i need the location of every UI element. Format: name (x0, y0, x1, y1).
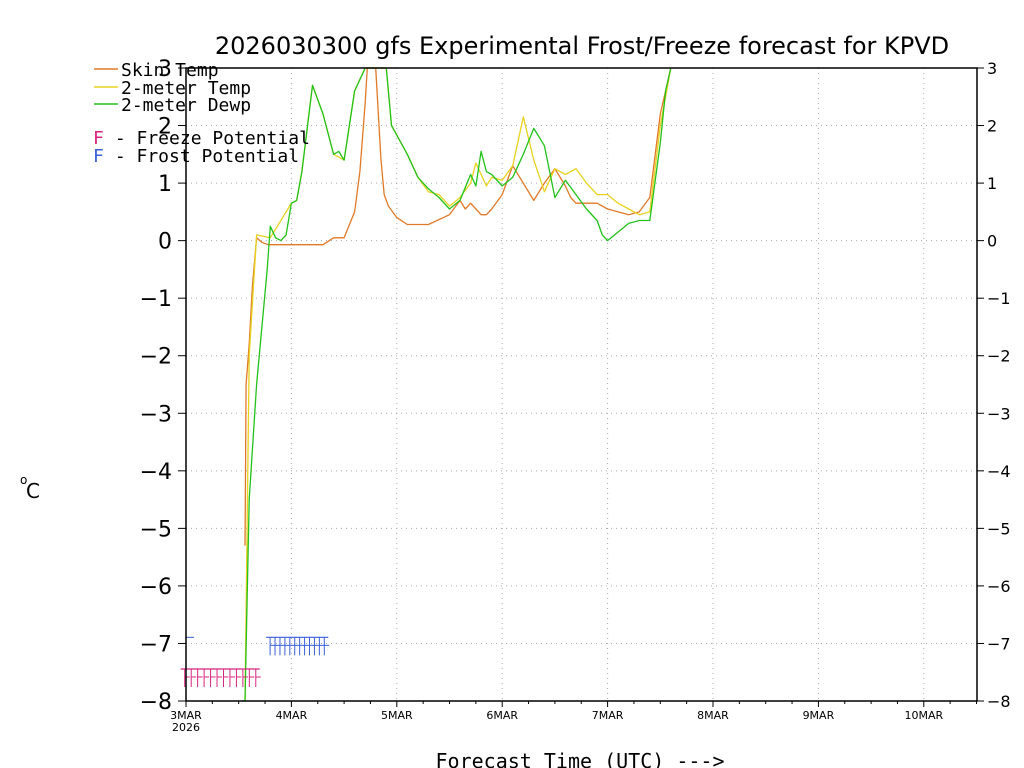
y-label-degree: o (20, 473, 27, 487)
x-tick-label: 6MAR (486, 709, 518, 722)
legend-temp-label: 2-meter Temp (121, 78, 251, 99)
y-tick-label-left: −7 (140, 632, 172, 657)
y-tick-label-right: 3 (987, 59, 997, 78)
y-tick-label-right: −5 (987, 519, 1011, 538)
y-tick-label-right: −4 (987, 462, 1011, 481)
y-tick-label-left: −2 (140, 345, 172, 370)
series-lines (241, 67, 672, 702)
y-tick-label-left: −6 (140, 575, 172, 600)
legend-skin-label: Skin Temp (121, 60, 219, 81)
y-tick-label-left: 1 (158, 172, 172, 197)
series-line-temp (244, 67, 672, 702)
y-tick-label-left: 3 (158, 57, 172, 82)
x-label: Forecast Time (UTC) ---> (436, 749, 725, 768)
y-tick-label-right: 1 (987, 174, 997, 193)
y-tick-label-left: −4 (140, 460, 172, 485)
x-tick-label: 9MAR (803, 709, 835, 722)
y-tick-label-right: 0 (987, 232, 997, 251)
frost-markers (185, 636, 330, 656)
x-tick-label: 7MAR (592, 709, 624, 722)
x-tick-label: 8MAR (697, 709, 729, 722)
series-line-dewp (241, 67, 672, 702)
y-tick-label-right: −7 (987, 634, 1011, 653)
legend-freeze-label: - Freeze Potential (104, 128, 310, 149)
y-tick-label-left: 0 (158, 230, 172, 255)
y-tick-label-right: 2 (987, 117, 997, 136)
y-label: C (26, 479, 40, 503)
y-tick-label-left: 2 (158, 115, 172, 140)
x-tick-label: 4MAR (276, 709, 308, 722)
y-tick-label-left: −8 (140, 690, 172, 715)
grid (186, 68, 977, 701)
y-tick-label-right: −2 (987, 347, 1011, 366)
y-tick-label-left: −3 (140, 402, 172, 427)
y-tick-label-right: −6 (987, 577, 1011, 596)
x-tick-label: 5MAR (381, 709, 413, 722)
y-tick-label-right: −1 (987, 289, 1011, 308)
y-axis-left: −8 −7 −6 −5 −4 −3 −2 −1 0 1 2 3 (140, 57, 186, 715)
legend-freeze-marker: F (93, 128, 104, 149)
freeze-markers (180, 668, 261, 687)
chart-title: 2026030300 gfs Experimental Frost/Freeze… (215, 32, 949, 60)
x-tick-label: 3MAR (170, 709, 202, 722)
y-tick-label-left: −1 (140, 287, 172, 312)
y-tick-label-right: −8 (987, 692, 1011, 711)
x-year-label: 2026 (172, 721, 200, 734)
y-tick-label-right: −3 (987, 404, 1011, 423)
y-axis-right: −8 −7 −6 −5 −4 −3 −2 −1 0 1 2 3 (977, 59, 1011, 711)
legend-frost-marker: F (93, 146, 104, 167)
legend-frost-label: - Frost Potential (104, 146, 299, 167)
x-tick-label: 10MAR (904, 709, 943, 722)
legend: Skin Temp 2-meter Temp 2-meter Dewp F - … (93, 60, 310, 167)
series-line-skin (244, 67, 672, 546)
plot-frame (185, 67, 978, 702)
legend-dewp-label: 2-meter Dewp (121, 95, 251, 116)
y-tick-label-left: −5 (140, 517, 172, 542)
x-axis: 3MAR 4MAR 5MAR 6MAR 7MAR 8MAR 9MAR 10MAR 2026 (170, 701, 977, 734)
